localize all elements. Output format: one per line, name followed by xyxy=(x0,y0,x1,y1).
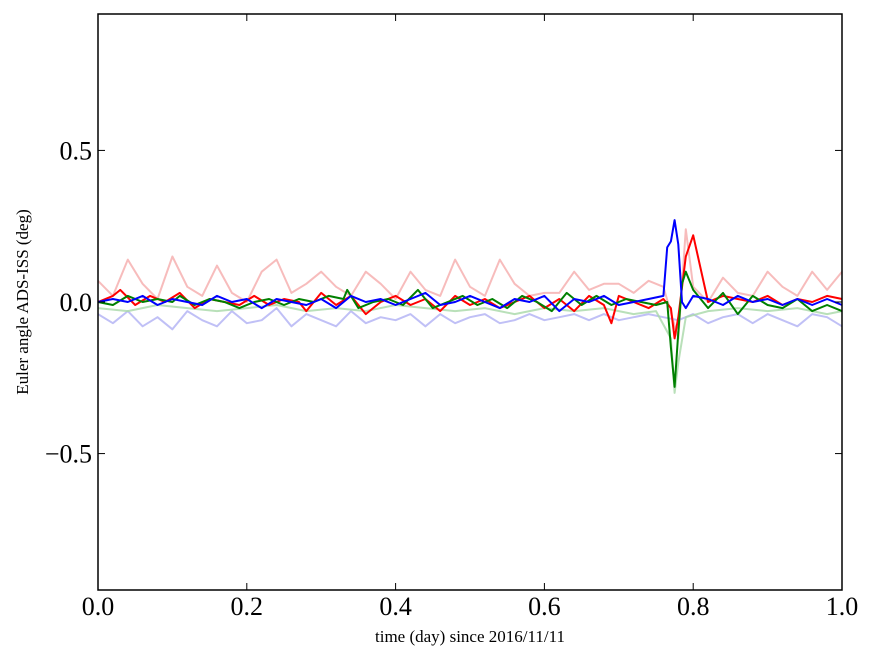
ticks-layer: 0.0 0.2 0.4 0.6 0.8 1.0 −0.5 0.0 0.5 xyxy=(45,14,858,621)
y-tick-label: 0.5 xyxy=(60,136,93,165)
x-axis-label: time (day) since 2016/11/11 xyxy=(375,627,565,646)
x-tick-label: 0.4 xyxy=(379,592,412,621)
y-tick-label: −0.5 xyxy=(45,440,92,469)
x-tick-label: 0.0 xyxy=(82,592,115,621)
series-line-4 xyxy=(97,270,843,388)
series-layer xyxy=(97,219,843,394)
series-line-1 xyxy=(97,307,843,331)
y-tick-label: 0.0 xyxy=(60,288,93,317)
plot-frame xyxy=(97,13,843,591)
y-axis-label: Euler angle ADS-ISS (deg) xyxy=(13,209,32,395)
x-tick-label: 0.8 xyxy=(677,592,710,621)
x-tick-label: 0.2 xyxy=(231,592,264,621)
x-tick-label: 1.0 xyxy=(826,592,859,621)
x-tick-label: 0.6 xyxy=(528,592,561,621)
series-line-5 xyxy=(97,219,843,313)
series-line-2 xyxy=(97,304,843,394)
series-line-0 xyxy=(97,228,843,340)
